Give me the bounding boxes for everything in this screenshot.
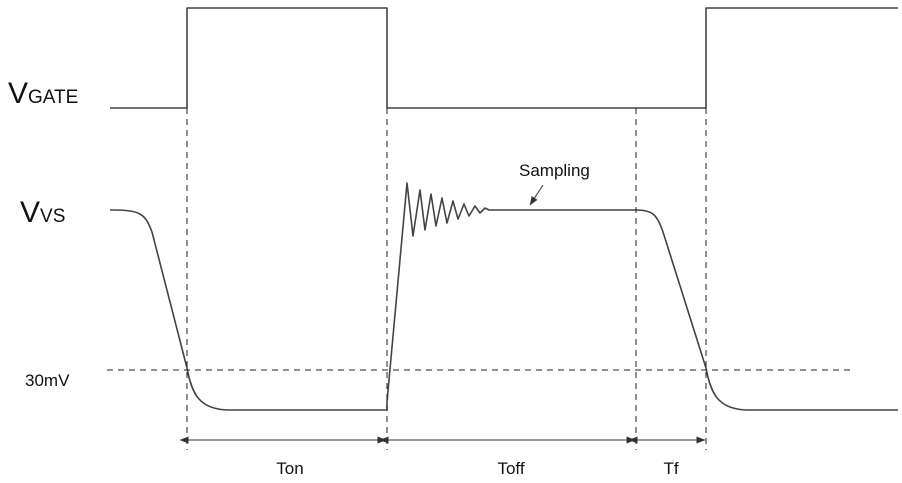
tf-label: Tf <box>663 459 678 478</box>
sampling-arrow <box>529 184 544 206</box>
vvs-label: VVS <box>20 196 65 229</box>
ton-label: Ton <box>276 459 303 478</box>
vgate-waveform <box>110 7 898 109</box>
toff-label: Toff <box>497 459 524 478</box>
vgate-label: VGATE <box>8 77 78 110</box>
vvs-waveform <box>109 182 898 411</box>
threshold-label: 30mV <box>25 371 70 390</box>
sampling-label: Sampling <box>519 161 590 180</box>
